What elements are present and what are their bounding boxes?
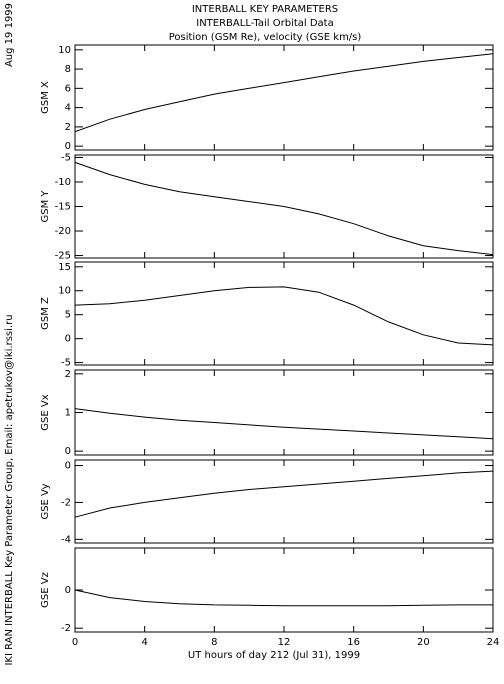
y-tick-label: -5	[61, 152, 71, 163]
x-axis-label: UT hours of day 212 (Jul 31), 1999	[188, 650, 360, 661]
y-tick-label: 0	[65, 334, 71, 345]
y-tick-label: 15	[58, 262, 71, 273]
x-tick-label: 24	[487, 637, 500, 648]
y-tick-label: 8	[65, 64, 71, 75]
y-axis-label: GSM Y	[40, 190, 51, 223]
y-tick-label: 1	[65, 408, 71, 419]
x-tick-label: 20	[417, 637, 430, 648]
y-tick-label: -2	[61, 497, 71, 508]
y-tick-label: -20	[55, 226, 71, 237]
credit: IKI RAN INTERBALL Key Parameter Group, E…	[4, 314, 15, 665]
plot-frame	[74, 459, 494, 544]
y-axis-label: GSM X	[40, 81, 51, 114]
subtitle: INTERBALL-Tail Orbital Data	[196, 18, 333, 29]
y-tick-label: -4	[61, 534, 71, 545]
x-tick-label: 4	[141, 637, 147, 648]
x-tick-label: 0	[72, 637, 78, 648]
y-tick-label: -15	[55, 202, 71, 213]
y-axis-label: GSE Vx	[40, 394, 51, 430]
data-line	[74, 53, 494, 133]
x-tick-label: 12	[278, 637, 291, 648]
y-axis-label: GSE Vz	[40, 572, 51, 608]
data-line	[74, 161, 494, 256]
data-line	[74, 408, 494, 440]
y-tick-label: -10	[55, 177, 71, 188]
y-tick-label: 0	[65, 446, 71, 457]
y-axis-label: GSM Z	[40, 297, 51, 330]
y-tick-label: 5	[65, 310, 71, 321]
plot-frame	[74, 547, 494, 633]
data-line	[74, 286, 494, 346]
y-tick-label: -2	[61, 623, 71, 634]
subtitle: Position (GSM Re), velocity (GSE km/s)	[169, 32, 362, 43]
y-tick-label: 10	[58, 45, 71, 56]
y-tick-label: 10	[58, 286, 71, 297]
y-tick-label: -25	[55, 251, 71, 262]
y-tick-label: 2	[65, 369, 71, 380]
x-tick-label: 8	[211, 637, 217, 648]
y-tick-label: 0	[65, 141, 71, 152]
data-line	[74, 589, 493, 607]
y-axis-label: GSE Vy	[40, 483, 51, 519]
y-tick-label: 6	[65, 83, 71, 94]
y-tick-label: 4	[65, 103, 71, 114]
plot-frame	[74, 261, 494, 366]
y-tick-label: 0	[65, 461, 71, 472]
y-tick-label: -5	[61, 358, 71, 369]
y-tick-label: 0	[65, 585, 71, 596]
date: Aug 19 1999	[4, 3, 15, 67]
plot-frame	[74, 369, 494, 456]
y-tick-label: 2	[65, 122, 71, 133]
x-tick-label: 16	[347, 637, 360, 648]
title: INTERBALL KEY PARAMETERS	[192, 4, 338, 15]
data-line	[74, 470, 494, 518]
